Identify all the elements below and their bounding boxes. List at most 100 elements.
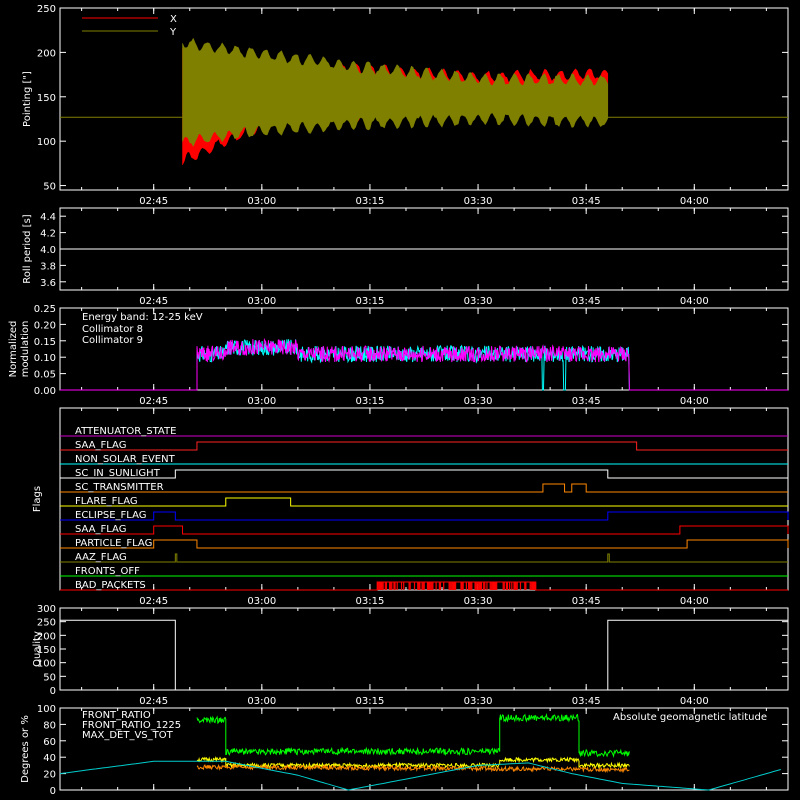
bad-packet-mark: [516, 582, 518, 590]
bad-packet-mark: [421, 582, 423, 590]
modulation-energy-band-label: Energy band: 12-25 keV: [82, 312, 203, 323]
quality-line: [60, 619, 788, 691]
bad-packet-mark: [384, 582, 386, 590]
bad-packet-mark: [493, 582, 496, 590]
pointing-series-y-band: [182, 37, 609, 147]
flag-label: BAD_PACKETS: [75, 580, 146, 591]
ratios-ytick-label: 100: [37, 704, 56, 715]
modulation-ylabel-line1: Normalized: [8, 321, 19, 378]
bad-packet-mark: [480, 582, 483, 590]
bad-packet-mark: [413, 582, 416, 590]
ratios-ytick-label: 20: [43, 770, 56, 781]
bad-packet-mark: [503, 582, 505, 590]
bad-packet-mark: [422, 582, 424, 590]
ratios-series-absolute-geomagnetic-latitude: [59, 760, 781, 791]
quality-xtick-label: 04:00: [680, 696, 709, 707]
pointing-xtick-label: 04:00: [680, 196, 709, 207]
bad-packet-mark: [453, 582, 456, 590]
bad-packet-mark: [477, 582, 479, 590]
modulation-ytick-label: 0.20: [34, 320, 56, 331]
roll-ytick-label: 4.2: [40, 229, 56, 240]
bad-packet-mark: [532, 582, 535, 590]
bad-packet-mark: [490, 582, 492, 590]
roll-xtick-label: 03:45: [572, 296, 601, 307]
pointing-ytick-label: 150: [37, 93, 56, 104]
flag-label: PARTICLE_FLAG: [75, 538, 152, 549]
bad-packet-mark: [479, 582, 482, 590]
quality-ytick-label: 100: [37, 659, 56, 670]
flag-line: [60, 497, 788, 507]
roll-ytick-label: 3.6: [40, 278, 56, 289]
bad-packet-mark: [393, 582, 395, 590]
bad-packet-mark: [426, 582, 429, 590]
bad-packet-mark: [502, 582, 504, 590]
bad-packet-mark: [443, 582, 445, 590]
bad-packet-mark: [389, 582, 391, 590]
bad-packet-mark: [471, 582, 473, 590]
flags-ylabel: Flags: [32, 486, 43, 512]
pointing-xtick-label: 03:00: [247, 196, 276, 207]
pointing-ytick-label: 250: [37, 4, 56, 15]
pointing-ylabel: Pointing ["]: [22, 71, 33, 127]
bad-packet-mark: [489, 582, 491, 590]
flag-label: FLARE_FLAG: [75, 496, 138, 507]
roll-ytick-label: 4.4: [40, 212, 56, 223]
pointing-ytick-label: 50: [43, 182, 56, 193]
bad-packet-mark: [396, 582, 398, 590]
flag-label: AAZ_FLAG: [75, 552, 127, 563]
modulation-xtick-label: 04:00: [680, 396, 709, 407]
bad-packet-mark: [469, 582, 471, 590]
bad-packet-mark: [484, 582, 486, 590]
bad-packet-mark: [435, 582, 437, 590]
ratios-series-front-ratio: [196, 756, 630, 770]
quality-xtick-label: 03:00: [247, 696, 276, 707]
ratios-legend-label: FRONT_RATIO: [82, 710, 151, 721]
modulation-ytick-label: 0.15: [34, 337, 56, 348]
bad-packet-mark: [381, 582, 383, 590]
ratios-ytick-label: 80: [43, 720, 56, 731]
flag-label: FRONTS_OFF: [75, 566, 140, 577]
bad-packet-mark: [465, 582, 468, 590]
quality-ylabel: Quality: [32, 631, 43, 667]
ratios-latitude-label: Absolute geomagnetic latitude: [613, 712, 767, 723]
bad-packet-mark: [509, 582, 511, 590]
modulation-ytick-label: 0.10: [34, 353, 56, 364]
bad-packet-mark: [427, 582, 430, 590]
bad-packet-mark: [492, 582, 495, 590]
bad-packet-mark: [391, 582, 393, 590]
flag-label: ATTENUATOR_STATE: [75, 426, 176, 437]
bad-packet-mark: [423, 582, 425, 590]
bad-packet-mark: [515, 582, 517, 590]
pointing-xtick-label: 03:45: [572, 196, 601, 207]
modulation-ylabel-line2: modulation: [20, 321, 31, 378]
ratios-series-max-det-vs-tot: [196, 763, 630, 774]
bad-packet-mark: [514, 582, 516, 590]
pointing-ytick-label: 100: [37, 137, 56, 148]
roll-xtick-label: 02:45: [139, 296, 168, 307]
bad-packet-mark: [418, 582, 420, 590]
bad-packet-mark: [475, 582, 477, 590]
roll-ytick-label: 3.8: [40, 261, 56, 272]
bad-packet-mark: [450, 582, 452, 590]
flag-line: [60, 511, 789, 521]
ratios-ylabel: Degrees or %: [20, 715, 31, 783]
bad-packet-mark: [380, 582, 382, 590]
bad-packet-mark: [531, 582, 533, 590]
pointing-legend-label: X: [170, 14, 177, 25]
bad-packet-mark: [496, 582, 498, 590]
bad-packet-mark: [524, 582, 526, 590]
bad-packet-mark: [408, 582, 410, 590]
bad-packet-mark: [462, 582, 464, 590]
quality-xtick-label: 03:30: [464, 696, 493, 707]
bad-packet-mark: [429, 582, 431, 590]
quality-xtick-label: 03:15: [356, 696, 385, 707]
bad-packet-mark: [452, 582, 455, 590]
modulation-xtick-label: 03:30: [464, 396, 493, 407]
bad-packet-mark: [494, 582, 497, 590]
roll-xtick-label: 03:30: [464, 296, 493, 307]
quality-xtick-label: 02:45: [139, 696, 168, 707]
bad-packet-mark: [519, 582, 522, 590]
flag-label: ECLIPSE_FLAG: [75, 510, 146, 521]
roll-xtick-label: 04:00: [680, 296, 709, 307]
